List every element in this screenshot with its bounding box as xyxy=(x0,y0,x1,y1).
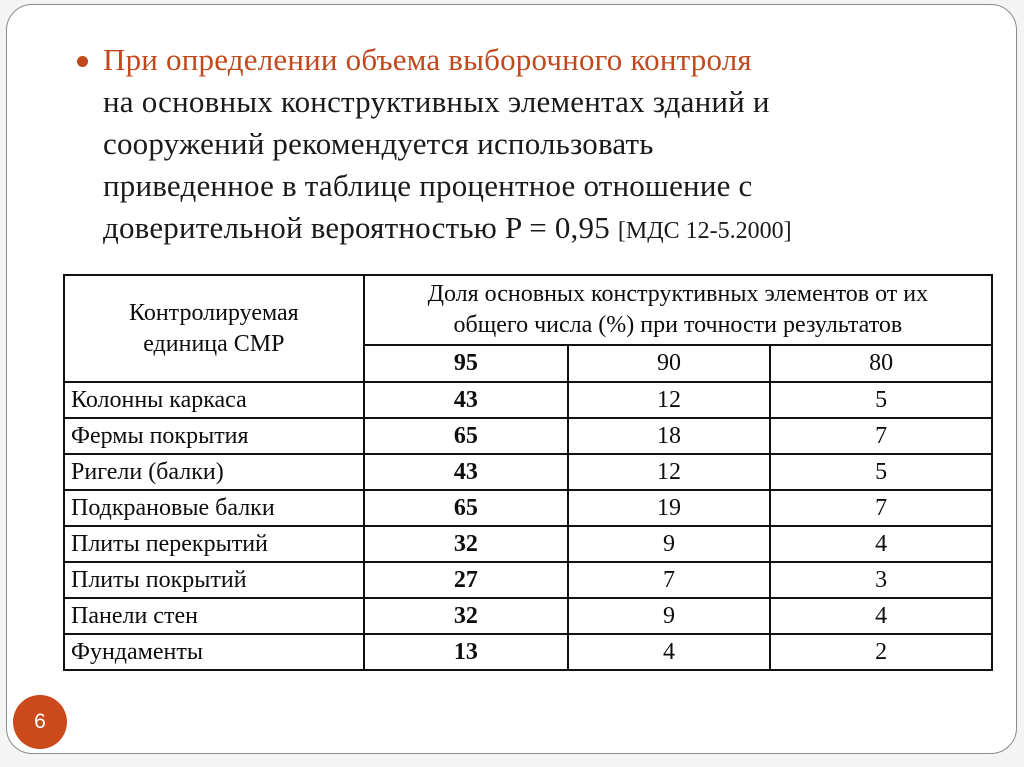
subheader-80: 80 xyxy=(769,344,993,383)
value-95: 32 xyxy=(362,597,569,635)
header-controlled-unit-line2: единица СМР xyxy=(143,330,285,357)
value-95: 13 xyxy=(362,633,569,671)
subheader-90: 90 xyxy=(566,344,772,383)
value-95: 65 xyxy=(362,489,569,527)
bullet-text-line-2: на основных конструктивных элементах зда… xyxy=(103,84,770,119)
value-90: 7 xyxy=(566,561,772,599)
bullet-line5-main: доверительной вероятностью P = 0,95 xyxy=(103,210,610,245)
sampling-table: Контролируемая единица СМР Доля основных… xyxy=(63,274,994,671)
value-90: 12 xyxy=(566,453,772,491)
row-label: Подкрановые балки xyxy=(63,489,365,527)
table-row: Колонны каркаса 43 12 5 xyxy=(63,381,993,419)
value-90: 9 xyxy=(566,597,772,635)
value-80: 4 xyxy=(769,525,993,563)
subheader-95: 95 xyxy=(362,344,569,383)
row-label: Плиты покрытий xyxy=(63,561,365,599)
table-row: Фундаменты 13 4 2 xyxy=(63,633,993,671)
value-80: 5 xyxy=(769,381,993,419)
slide: При определении объема выборочного контр… xyxy=(6,4,1017,754)
page-number: 6 xyxy=(34,710,46,733)
value-95: 65 xyxy=(362,417,569,455)
table-row: Ригели (балки) 43 12 5 xyxy=(63,453,993,491)
row-label: Фермы покрытия xyxy=(63,417,365,455)
table-row: Плиты покрытий 27 7 3 xyxy=(63,561,993,599)
table-row: Фермы покрытия 65 18 7 xyxy=(63,417,993,455)
value-80: 7 xyxy=(769,417,993,455)
row-label: Фундаменты xyxy=(63,633,365,671)
value-95: 32 xyxy=(362,525,569,563)
bullet-paragraph: При определении объема выборочного контр… xyxy=(103,39,987,252)
bullet-line5-reference: [МДС 12-5.2000] xyxy=(617,218,792,244)
page-number-badge: 6 xyxy=(13,695,67,749)
value-95: 43 xyxy=(362,453,569,491)
table-subheader-row: 95 90 80 xyxy=(64,344,993,383)
value-90: 4 xyxy=(566,633,772,671)
table-row: Плиты перекрытий 32 9 4 xyxy=(63,525,993,563)
table-row: Подкрановые балки 65 19 7 xyxy=(63,489,993,527)
value-95: 43 xyxy=(362,381,569,419)
header-controlled-unit: Контролируемая единица СМР xyxy=(63,274,365,383)
value-90: 18 xyxy=(566,417,772,455)
bullet-item: При определении объема выборочного контр… xyxy=(77,39,987,252)
row-label: Плиты перекрытий xyxy=(63,525,365,563)
header-controlled-unit-line1: Контролируемая xyxy=(129,299,299,326)
bullet-text-line-4: приведенное в таблице процентное отношен… xyxy=(103,168,753,203)
value-95: 27 xyxy=(362,561,569,599)
bullet-icon xyxy=(77,56,88,67)
bullet-text-line-3: сооружений рекомендуется использовать xyxy=(103,126,654,161)
row-label: Колонны каркаса xyxy=(63,381,365,419)
value-80: 5 xyxy=(769,453,993,491)
sampling-table-container: Контролируемая единица СМР Доля основных… xyxy=(63,274,994,671)
value-90: 9 xyxy=(566,525,772,563)
bullet-text-line-5: доверительной вероятностью P = 0,95 [МДС … xyxy=(103,207,987,252)
table-header-row: Контролируемая единица СМР Доля основных… xyxy=(63,274,994,383)
header-share-line1: Доля основных конструктивных элементов о… xyxy=(427,281,929,307)
row-label: Ригели (балки) xyxy=(63,453,365,491)
value-80: 3 xyxy=(769,561,993,599)
value-90: 12 xyxy=(566,381,772,419)
header-share-line2: общего числа (%) при точности результато… xyxy=(453,312,903,338)
value-80: 2 xyxy=(769,633,993,671)
row-label: Панели стен xyxy=(63,597,365,635)
header-share-description: Доля основных конструктивных элементов о… xyxy=(362,274,994,346)
value-80: 7 xyxy=(769,489,993,527)
value-80: 4 xyxy=(769,597,993,635)
value-90: 19 xyxy=(566,489,772,527)
bullet-lead-line: При определении объема выборочного контр… xyxy=(103,42,752,77)
table-row: Панели стен 32 9 4 xyxy=(63,597,993,635)
